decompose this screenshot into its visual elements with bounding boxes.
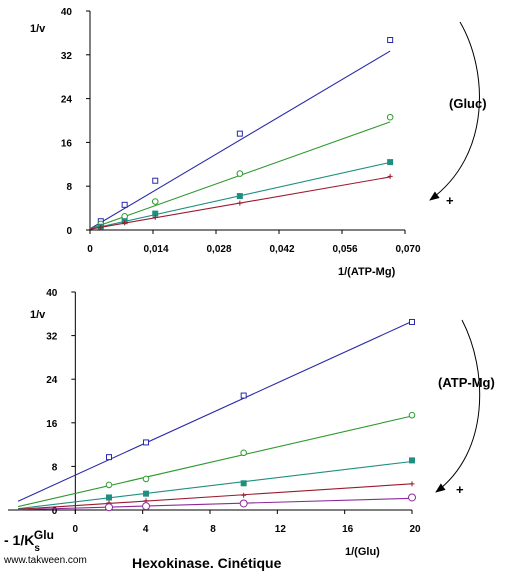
top-y-tick-label: 8 <box>66 182 72 193</box>
top-y-tick-label: 32 <box>61 51 73 62</box>
bottom-series-2-line <box>18 460 413 510</box>
top-series-0-point <box>236 130 243 137</box>
top-chart: 1/v 1/(ATP-Mg) (Gluc) + 0 8 16 24 32 40 0 0,014… <box>30 7 487 278</box>
top-series-2-point <box>236 193 243 200</box>
bottom-x-tick-label: 0 <box>73 524 79 535</box>
top-series-3-point <box>122 220 128 226</box>
bottom-series-2-point <box>143 490 150 497</box>
bottom-series-1-point <box>105 481 113 489</box>
bottom-series-3-line <box>18 483 413 510</box>
bottom-y-tick-label: 32 <box>46 332 58 343</box>
bottom-chart-annotation: (ATP-Mg) <box>438 375 495 390</box>
top-x-tick-label: 0,042 <box>269 244 294 255</box>
bottom-x-tick-label: 4 <box>143 524 149 535</box>
intercept-label-sub: s <box>34 543 40 554</box>
bottom-x-tick-label: 12 <box>275 524 287 535</box>
bottom-y-tick-label: 40 <box>46 288 58 299</box>
top-series-3-point <box>237 200 243 206</box>
bottom-series-4-point <box>142 502 151 511</box>
top-series-0-point <box>152 177 159 184</box>
bottom-series-0-line <box>17 320 413 502</box>
bottom-series-4-point <box>239 499 248 508</box>
bottom-y-tick-label: 8 <box>52 462 58 473</box>
bottom-series-2-point <box>106 494 112 501</box>
top-chart-ylabel: 1/v <box>30 23 46 35</box>
top-y-tick-label: 16 <box>61 138 73 149</box>
bottom-series-3-point <box>241 492 247 498</box>
top-series-3-point <box>98 224 104 230</box>
bottom-series-0-point <box>106 454 112 461</box>
top-chart-annotation-sign: + <box>446 193 454 208</box>
bottom-series-1-point <box>240 449 247 457</box>
bottom-series-0-point <box>240 392 247 399</box>
top-chart-annotation: (Gluc) <box>449 96 487 111</box>
top-series-0-line <box>89 50 391 230</box>
bottom-y-tick-label: 16 <box>46 419 58 430</box>
footer-site: www.takween.com <box>3 555 87 566</box>
bottom-series-1-point <box>408 411 416 419</box>
bottom-series-3-point <box>409 481 415 487</box>
bottom-y-tick-label: 0 <box>52 506 58 517</box>
bottom-chart-xlabel: 1/(Glu) <box>345 546 380 558</box>
intercept-label-sup: Glu <box>34 528 54 542</box>
bottom-x-tick-label: 16 <box>342 524 354 535</box>
top-series-3-point <box>387 173 393 179</box>
top-series-3-point <box>152 214 158 220</box>
bottom-series-1-line <box>17 415 413 508</box>
bottom-series-0-point <box>143 439 150 446</box>
bottom-series-1-point <box>142 475 150 483</box>
top-series-2-point <box>387 159 394 166</box>
intercept-label-main: - 1/K <box>4 532 34 548</box>
top-series-1-point <box>151 198 159 205</box>
top-chart-xlabel: 1/(ATP-Mg) <box>338 266 396 278</box>
intercept-label: - 1/KsGlu <box>4 528 54 554</box>
bottom-x-tick-label: 8 <box>210 524 216 535</box>
top-series-1-point <box>386 113 394 121</box>
bottom-chart-annotation-sign: + <box>456 482 464 497</box>
bottom-series-4-point <box>408 493 416 502</box>
top-series-0-point <box>121 201 128 208</box>
top-y-tick-label: 0 <box>66 226 72 237</box>
bottom-chart: 1/v 1/(Glu) (ATP-Mg) + - 1/KsGlu 0 8 16 24 3… <box>4 288 495 558</box>
top-y-tick-label: 40 <box>61 7 73 18</box>
bottom-series-4-line <box>18 497 413 511</box>
top-x-tick-label: 0,014 <box>143 244 168 255</box>
top-series-0-point <box>387 37 394 44</box>
bottom-chart-arrow <box>435 319 481 493</box>
top-series-1-point <box>236 170 244 177</box>
bottom-chart-ylabel: 1/v <box>30 309 46 321</box>
bottom-x-tick-label: 20 <box>409 524 421 535</box>
top-x-tick-label: 0,028 <box>206 244 231 255</box>
top-x-tick-label: 0 <box>87 244 93 255</box>
bottom-series-2-point <box>240 480 247 487</box>
bottom-series-4-point <box>105 503 113 512</box>
top-x-tick-label: 0,056 <box>332 244 357 255</box>
bottom-series-2-point <box>409 457 415 464</box>
footer-caption: Hexokinase. Cinétique <box>132 555 282 571</box>
bottom-y-tick-label: 24 <box>46 375 58 386</box>
top-y-tick-label: 24 <box>61 95 73 106</box>
bottom-series-0-point <box>409 318 415 325</box>
top-chart-arrow <box>429 21 480 201</box>
top-x-tick-label: 0,070 <box>395 244 420 255</box>
